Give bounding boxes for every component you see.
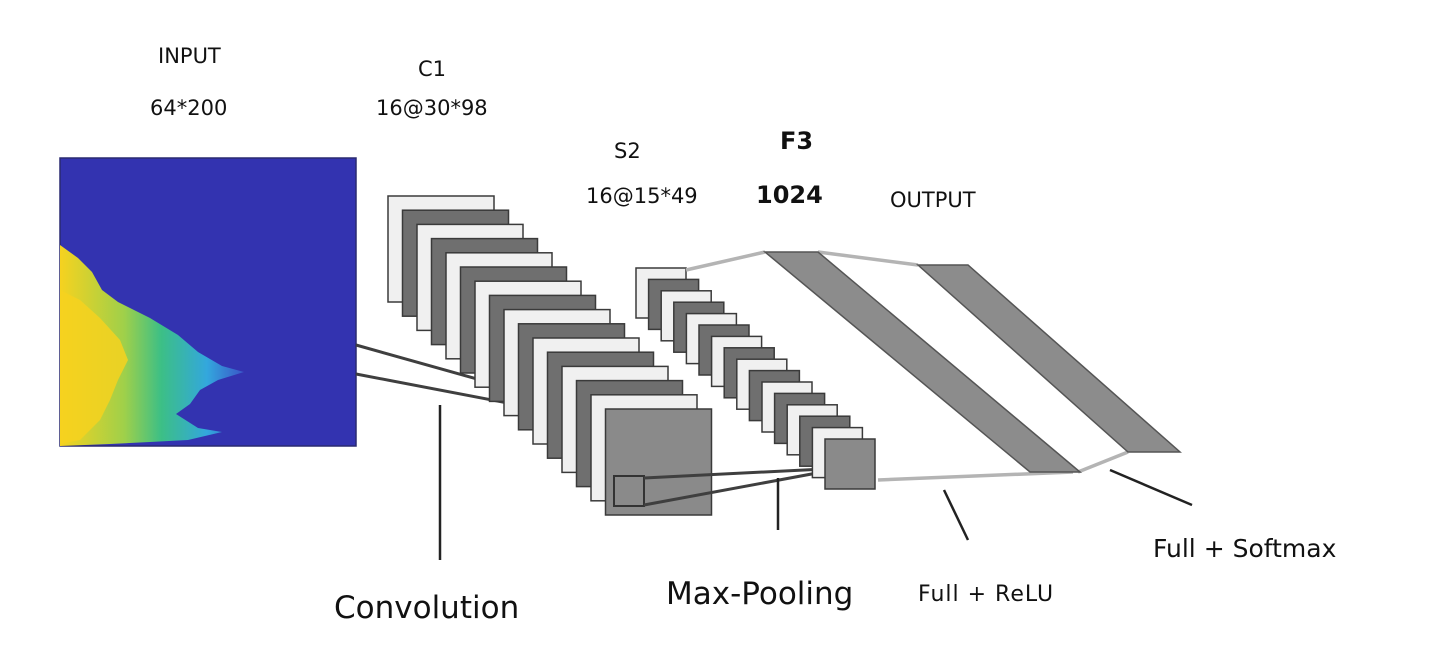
full-relu-label: Full + ReLU [918,582,1055,607]
output-layer [916,264,1182,453]
s2-feature-maps [635,267,876,490]
c1-kernel-region [613,475,645,507]
max-pooling-label: Max-Pooling [666,576,854,612]
f3-layer-shape: 1024 [756,181,823,209]
operation-pointers [438,405,1193,560]
dense-connectors [685,250,1129,482]
c1-layer-shape: 16@30*98 [376,96,488,120]
output-layer-name: OUTPUT [890,188,976,212]
full-softmax-label: Full + Softmax [1153,534,1337,563]
convolution-label: Convolution [334,590,520,626]
c1-layer-name: C1 [418,57,447,81]
s2-layer-shape: 16@15*49 [586,184,698,208]
input-spectrogram [59,157,357,447]
c1-to-s2-connectors [643,466,845,507]
spectrogram-core [60,290,128,444]
s2-layer-name: S2 [614,139,641,163]
f3-layer-name: F3 [780,127,814,155]
c1-feature-maps [387,195,713,516]
f3-dense-layer [762,251,1083,473]
s2-feature-map-16 [824,438,876,490]
input-layer-shape: 64*200 [150,96,228,120]
input-layer-name: INPUT [158,44,221,68]
c1-feature-map-16 [604,408,713,516]
